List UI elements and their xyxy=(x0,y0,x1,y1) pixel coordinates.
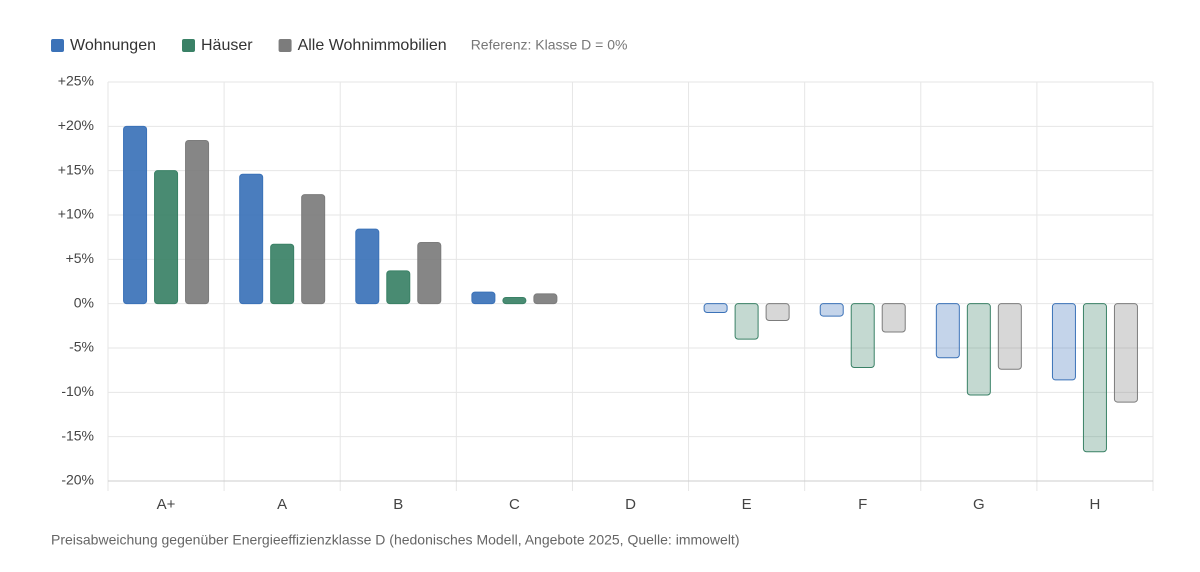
bar xyxy=(935,303,960,359)
x-tick-label: B xyxy=(393,496,403,513)
bar xyxy=(502,296,527,305)
legend-label: Wohnungen xyxy=(70,37,156,54)
bar xyxy=(417,241,442,305)
bar xyxy=(1113,303,1138,403)
legend-label: Alle Wohnimmobilien xyxy=(298,37,447,54)
bar xyxy=(997,303,1022,370)
legend-swatch xyxy=(278,39,292,52)
x-tick-label: A+ xyxy=(157,496,176,513)
bar xyxy=(154,170,179,305)
caption: Preisabweichung gegenüber Energieeffizie… xyxy=(51,532,739,548)
x-tick-label: C xyxy=(509,496,520,513)
bar xyxy=(881,303,906,333)
bar xyxy=(270,243,295,305)
bar xyxy=(703,303,728,314)
legend-label: Häuser xyxy=(201,37,253,54)
y-tick-label: 0% xyxy=(74,294,94,310)
bar xyxy=(765,303,790,322)
bar xyxy=(1082,303,1107,453)
x-tick-label: H xyxy=(1090,496,1101,513)
bar xyxy=(123,125,148,305)
y-tick-label: +15% xyxy=(58,161,94,177)
bar xyxy=(471,291,496,305)
y-tick-label: +20% xyxy=(58,117,94,133)
bar xyxy=(533,293,558,305)
legend-swatch xyxy=(182,39,195,52)
bar xyxy=(966,303,991,396)
y-tick-label: -10% xyxy=(61,383,94,399)
y-tick-label: -5% xyxy=(69,339,94,355)
y-tick-label: +25% xyxy=(58,73,94,89)
bar xyxy=(185,140,210,305)
y-tick-label: +10% xyxy=(58,206,94,222)
bar xyxy=(301,194,326,305)
bar xyxy=(239,173,264,305)
x-tick-label: A xyxy=(277,496,287,513)
bar xyxy=(850,303,875,369)
bar xyxy=(386,270,411,305)
bar xyxy=(1051,303,1076,381)
bar xyxy=(819,303,844,317)
legend-swatch xyxy=(51,39,64,52)
bar xyxy=(734,303,759,340)
y-tick-label: +5% xyxy=(66,250,94,266)
bar xyxy=(355,228,380,305)
y-tick-label: -20% xyxy=(61,472,94,488)
y-tick-label: -15% xyxy=(61,427,94,443)
annotation: Referenz: Klasse D = 0% xyxy=(471,37,628,53)
x-tick-label: G xyxy=(973,496,985,513)
x-tick-label: E xyxy=(742,496,752,513)
x-tick-label: D xyxy=(625,496,636,513)
x-tick-label: F xyxy=(858,496,867,513)
